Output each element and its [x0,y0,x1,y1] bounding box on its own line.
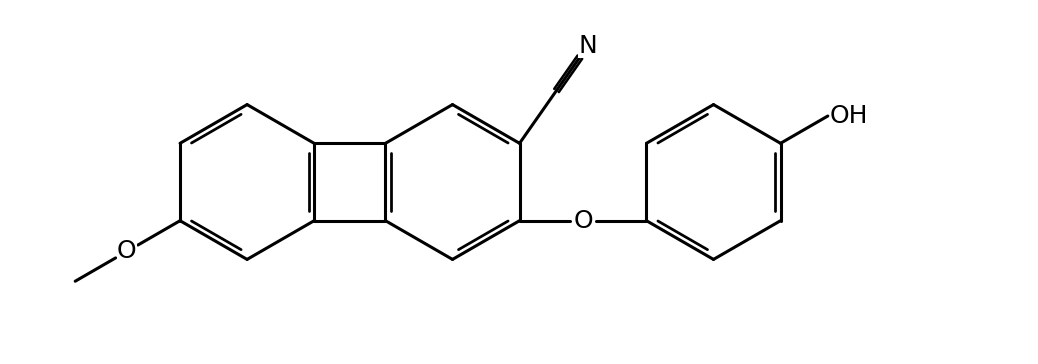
Text: O: O [573,209,593,233]
Text: N: N [578,34,597,58]
Text: OH: OH [829,104,869,128]
Text: O: O [117,240,137,264]
